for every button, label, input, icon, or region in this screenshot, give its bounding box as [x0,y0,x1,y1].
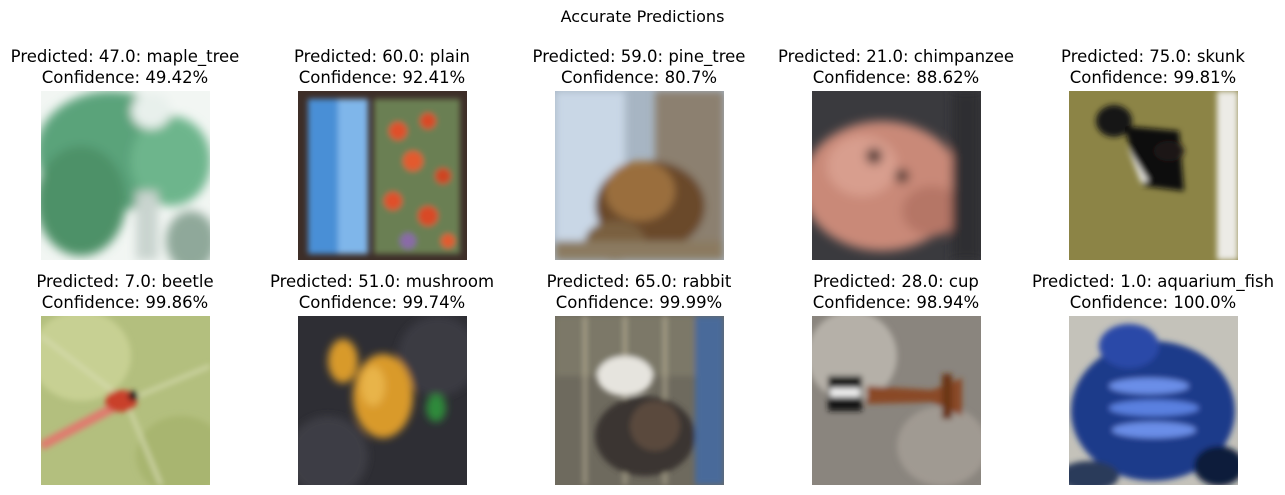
predicted-label: Predicted: 60.0: plain [293,47,470,66]
figure-title: Accurate Predictions [560,7,725,26]
confidence-label: Confidence: 99.81% [1069,68,1237,87]
panel-5-caption: Predicted: 75.0: skunk Confidence: 99.81… [1024,46,1282,88]
predicted-label: Predicted: 28.0: cup [813,272,979,291]
confidence-label: Confidence: 99.99% [555,293,723,312]
confidence-label: Confidence: 88.62% [812,68,980,87]
predicted-label: Predicted: 59.0: pine_tree [532,47,746,66]
confidence-label: Confidence: 99.86% [41,293,209,312]
panel-4-caption: Predicted: 21.0: chimpanzee Confidence: … [767,46,1025,88]
panel-3-caption: Predicted: 59.0: pine_tree Confidence: 8… [510,46,768,88]
mushroom-image [298,316,467,485]
maple-tree-image [41,91,210,260]
confidence-label: Confidence: 92.41% [298,68,466,87]
skunk-image [1069,91,1238,260]
predicted-label: Predicted: 21.0: chimpanzee [778,47,1014,66]
confidence-label: Confidence: 80.7% [561,68,717,87]
panel-1-caption: Predicted: 47.0: maple_tree Confidence: … [0,46,254,88]
panel-9-caption: Predicted: 28.0: cup Confidence: 98.94% [767,271,1025,313]
predicted-label: Predicted: 7.0: beetle [36,272,214,291]
panel-10-caption: Predicted: 1.0: aquarium_fish Confidence… [1024,271,1282,313]
confidence-label: Confidence: 49.42% [41,68,209,87]
panel-2-caption: Predicted: 60.0: plain Confidence: 92.41… [253,46,511,88]
confidence-label: Confidence: 99.74% [298,293,466,312]
predicted-label: Predicted: 1.0: aquarium_fish [1031,272,1275,291]
plain-image [298,91,467,260]
predicted-label: Predicted: 47.0: maple_tree [10,47,240,66]
predicted-label: Predicted: 51.0: mushroom [269,272,495,291]
confidence-label: Confidence: 100.0% [1069,293,1237,312]
predicted-label: Predicted: 75.0: skunk [1061,47,1245,66]
rabbit-image [555,316,724,485]
aquarium-fish-image [1069,316,1238,485]
panel-6-caption: Predicted: 7.0: beetle Confidence: 99.86… [0,271,254,313]
chimpanzee-image [812,91,981,260]
confidence-label: Confidence: 98.94% [812,293,980,312]
panel-8-caption: Predicted: 65.0: rabbit Confidence: 99.9… [510,271,768,313]
pine-tree-image [555,91,724,260]
panel-7-caption: Predicted: 51.0: mushroom Confidence: 99… [253,271,511,313]
predicted-label: Predicted: 65.0: rabbit [546,272,732,291]
beetle-image [41,316,210,485]
cup-image [812,316,981,485]
